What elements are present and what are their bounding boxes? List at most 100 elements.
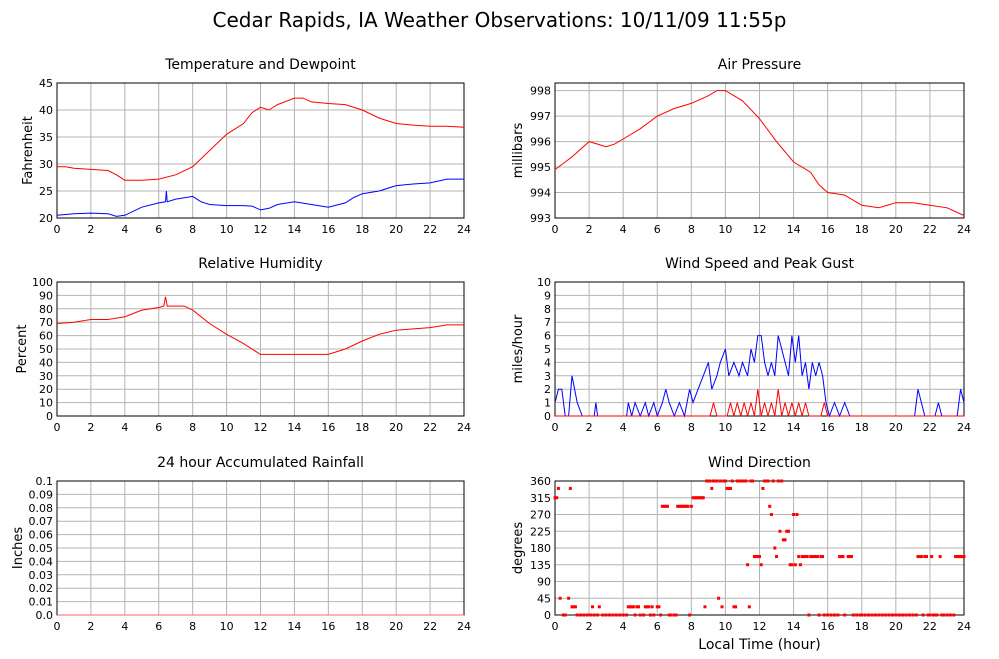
x-tick-label: 12 (254, 421, 268, 434)
data-point (751, 479, 755, 483)
y-axis-label: Inches (11, 527, 26, 569)
chart-title: Temperature and Dewpoint (164, 57, 356, 73)
x-tick-label: 0 (54, 620, 61, 633)
x-tick-label: 14 (787, 223, 801, 236)
data-point (689, 504, 693, 508)
x-tick-label: 20 (389, 223, 403, 236)
y-tick-label: 0 (544, 609, 551, 622)
data-point (810, 555, 814, 559)
data-point (568, 486, 572, 490)
data-point (739, 479, 743, 483)
data-point (935, 613, 939, 617)
y-tick-label: 20 (39, 383, 53, 396)
data-point (683, 504, 687, 508)
data-point (780, 479, 784, 483)
data-point (923, 555, 927, 559)
x-tick-label: 14 (287, 223, 301, 236)
data-point (948, 613, 952, 617)
data-point (769, 513, 773, 516)
data-point (952, 613, 956, 617)
data-point (570, 605, 574, 609)
y-tick-label: 0 (544, 410, 551, 423)
chart-temp: 0 2 4 6 8 10 12 14 16 18 20 22 24202530354045Tempera… (21, 57, 471, 236)
y-tick-label: 0.09 (29, 488, 54, 501)
data-point (960, 555, 964, 559)
y-axis-label: miles/hour (511, 314, 526, 383)
x-tick-label: 0 (552, 620, 559, 633)
x-tick-label: 2 (87, 421, 94, 434)
x-tick-label: 18 (355, 620, 369, 633)
data-point (773, 546, 777, 550)
data-point (848, 555, 852, 559)
data-point (807, 613, 811, 617)
data-point (708, 479, 712, 483)
data-point (953, 555, 957, 559)
chart-rain: 0 2 4 6 8 10 12 14 16 18 20 22 240.00.010.020.030.04… (11, 455, 471, 633)
x-tick-label: 24 (957, 223, 971, 236)
data-point (729, 486, 733, 490)
x-tick-label: 4 (121, 421, 128, 434)
y-tick-label: 8 (544, 303, 551, 316)
data-point (585, 613, 589, 617)
data-point (686, 504, 690, 508)
data-point (763, 479, 767, 483)
x-tick-label: 4 (620, 421, 627, 434)
x-tick-label: 20 (889, 620, 903, 633)
x-tick-label: 22 (423, 223, 437, 236)
data-point (911, 613, 915, 617)
x-tick-label: 16 (821, 620, 835, 633)
x-tick-label: 20 (889, 421, 903, 434)
data-point (706, 479, 710, 483)
y-tick-label: 80 (39, 303, 53, 316)
data-point (829, 613, 833, 617)
y-tick-label: 0.07 (29, 515, 54, 528)
data-point (776, 479, 780, 483)
x-tick-label: 6 (155, 223, 162, 236)
data-point (747, 605, 751, 609)
data-point (793, 563, 797, 567)
data-point (672, 613, 676, 617)
data-point (650, 605, 654, 609)
data-point (655, 605, 659, 609)
data-point (582, 613, 586, 617)
data-point (890, 613, 894, 617)
data-point (764, 479, 768, 483)
data-point (798, 563, 802, 567)
data-point (790, 563, 794, 567)
y-tick-label: 40 (39, 356, 53, 369)
x-tick-label: 6 (155, 421, 162, 434)
data-point (921, 613, 925, 617)
chart-humidity: 0 2 4 6 8 10 12 14 16 18 20 22 240102030405060708090… (15, 256, 471, 434)
x-tick-label: 24 (457, 223, 471, 236)
data-point (873, 613, 877, 617)
data-point (863, 613, 867, 617)
data-point (945, 613, 949, 617)
data-point (589, 613, 593, 617)
x-tick-label: 22 (423, 421, 437, 434)
data-point (723, 479, 727, 483)
data-point (919, 555, 923, 559)
data-point (667, 613, 671, 617)
chart-winddir: 0 2 4 6 8 10 12 14 16 18 20 22 240459013518022527031… (511, 455, 971, 653)
data-point (563, 613, 567, 617)
data-point (819, 555, 823, 559)
data-point (788, 563, 792, 567)
y-tick-label: 50 (39, 343, 53, 356)
data-point (786, 529, 790, 533)
data-point (752, 555, 756, 559)
data-point (730, 479, 734, 483)
x-tick-label: 16 (321, 421, 335, 434)
data-point (860, 613, 864, 617)
data-point (822, 613, 826, 617)
data-point (846, 555, 850, 559)
y-tick-label: 0.05 (29, 542, 54, 555)
data-point (643, 605, 647, 609)
data-point (959, 555, 963, 559)
data-point (812, 555, 816, 559)
y-axis-label: Percent (15, 325, 30, 374)
data-point (614, 613, 618, 617)
data-point (665, 504, 669, 508)
data-point (836, 613, 840, 617)
x-tick-label: 8 (189, 223, 196, 236)
y-tick-label: 0.0 (36, 609, 54, 622)
